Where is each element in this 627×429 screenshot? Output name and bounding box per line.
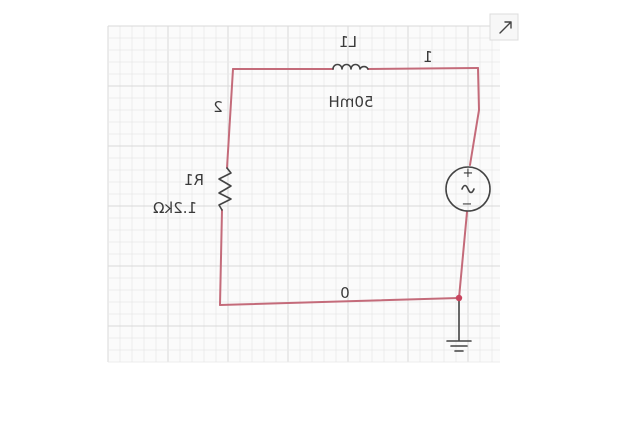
node-label-0: 0 [340,284,350,302]
ground-icon[interactable] [446,340,472,352]
wire-top-right[interactable] [367,67,479,70]
wires [219,67,481,341]
ac-voltage-source[interactable]: + − [445,166,491,212]
resistor-value-label: 1.2kΩ [153,199,197,217]
labels: L1 50mH 1 2 R1 1.2kΩ 0 [153,33,433,302]
wire-bottom[interactable] [219,297,460,306]
grid [107,25,500,363]
node-label-2: 2 [213,98,223,116]
expand-icon [499,21,512,34]
wire-left-lower[interactable] [219,209,223,306]
inductor-l1[interactable] [332,63,369,70]
junction-dot[interactable] [455,294,463,302]
source-plus-label: + [463,166,474,181]
node-label-1: 1 [423,48,433,66]
source-minus-label: − [462,197,473,212]
wire-left-upper[interactable] [226,68,234,169]
inductor-value-label: 50mH [329,93,374,111]
sine-wave-icon [461,184,475,194]
resistor-r1[interactable] [218,167,232,211]
wire-right-lower[interactable] [458,211,468,299]
inductor-ref-label: L1 [339,33,357,51]
wire-right-upper[interactable] [469,67,481,166]
expand-button[interactable] [489,13,519,41]
resistor-ref-label: R1 [184,171,204,189]
